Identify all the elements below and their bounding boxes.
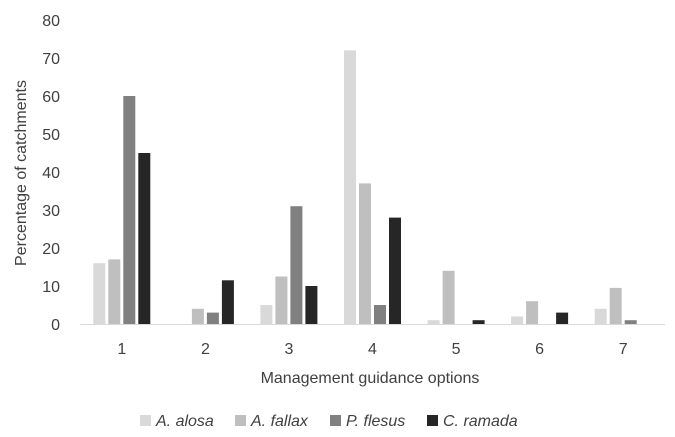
legend-label: P. flesus [346, 413, 405, 430]
legend-swatch [330, 415, 341, 426]
bar [374, 305, 386, 324]
x-tick-label: 6 [535, 341, 544, 358]
bar [427, 320, 440, 324]
legend-swatch [140, 415, 151, 426]
legend-label: A. fallax [250, 413, 309, 430]
y-tick-label: 30 [42, 203, 60, 220]
bar [93, 263, 106, 324]
y-tick-label: 50 [42, 127, 60, 144]
y-tick-label: 70 [42, 51, 60, 68]
bar [221, 280, 234, 324]
x-tick-label: 7 [619, 341, 628, 358]
y-tick-label: 40 [42, 165, 60, 182]
bar [138, 153, 151, 324]
legend-swatch [427, 415, 438, 426]
bars [93, 50, 637, 325]
y-tick-label: 80 [42, 13, 60, 30]
bar [359, 183, 371, 324]
y-tick-label: 0 [51, 317, 60, 334]
bar [275, 276, 288, 324]
legend-label: A. alosa [155, 413, 214, 430]
bar [290, 206, 303, 324]
bar [526, 301, 539, 324]
bar [442, 270, 455, 324]
bar [191, 308, 204, 324]
bar [624, 320, 637, 324]
y-axis-title: Percentage of catchments [13, 80, 30, 266]
legend: A. alosa A. fallax P. flesus C. ramada [140, 413, 518, 430]
y-tick-label: 60 [42, 89, 60, 106]
x-axis-title: Management guidance options [261, 370, 480, 387]
bar [305, 286, 318, 324]
bar [472, 320, 485, 324]
bar [344, 50, 356, 325]
x-tick-label: 5 [452, 341, 461, 358]
bar [594, 308, 607, 324]
bar [511, 316, 524, 324]
bar [108, 259, 121, 324]
bar [556, 312, 569, 324]
x-axis-ticks: 1 2 3 4 5 6 7 [117, 341, 627, 358]
bar [206, 312, 219, 324]
x-tick-label: 3 [284, 341, 293, 358]
legend-swatch [235, 415, 246, 426]
legend-label: C. ramada [443, 413, 518, 430]
y-tick-label: 10 [42, 279, 60, 296]
x-tick-label: 4 [368, 341, 377, 358]
bar [260, 305, 273, 324]
x-tick-label: 1 [117, 341, 126, 358]
bar [389, 217, 401, 324]
x-tick-label: 2 [201, 341, 210, 358]
bar [123, 96, 136, 324]
bar [609, 287, 622, 324]
y-axis-ticks: 0 10 20 30 40 50 60 70 80 [42, 13, 60, 334]
y-tick-label: 20 [42, 241, 60, 258]
